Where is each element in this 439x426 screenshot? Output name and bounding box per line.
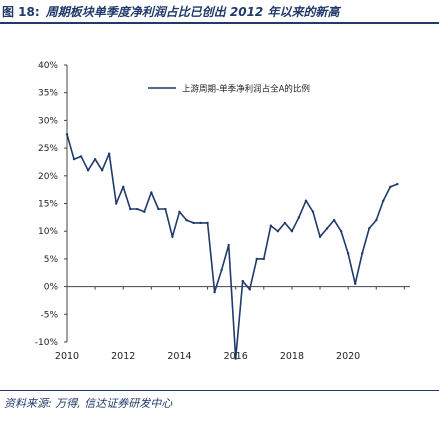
data-point: [100, 169, 104, 172]
y-tick-label: 10%: [38, 227, 58, 237]
source-note: 资料来源: 万得, 信达证券研发中心: [4, 397, 173, 410]
data-point: [136, 207, 139, 211]
figure-title-bar: 图 18: 周期板块单季度净利润占比已创出 2012 年以来的新高: [0, 0, 439, 24]
data-point: [129, 207, 132, 211]
data-point: [65, 133, 69, 136]
data-point: [255, 257, 258, 261]
y-tick-label: 5%: [44, 255, 59, 265]
data-point: [332, 218, 336, 222]
data-point: [346, 252, 350, 255]
data-point: [389, 185, 392, 189]
data-point: [269, 224, 273, 227]
data-point: [361, 252, 364, 255]
y-tick-label: 35%: [38, 89, 58, 99]
data-point: [220, 268, 223, 272]
y-tick-label: -10%: [35, 338, 59, 348]
data-point: [93, 157, 97, 161]
data-point: [157, 207, 160, 211]
y-axis: 40% 35% 30% 25% 20% 15% 10% 5% 0% -5% -10%: [35, 61, 68, 348]
series-group: [65, 133, 399, 360]
data-point: [368, 227, 371, 230]
data-point: [276, 230, 280, 233]
data-point: [248, 288, 251, 291]
data-point: [353, 282, 357, 286]
data-point: [192, 221, 195, 225]
data-point: [304, 199, 308, 202]
legend: 上游周期-单季净利润占全A的比例: [148, 84, 310, 95]
figure-number: 图 18:: [2, 4, 40, 19]
y-tick-label: -5%: [40, 310, 58, 320]
data-point: [325, 227, 329, 230]
data-point: [122, 185, 125, 189]
x-tick-label: 2014: [167, 351, 191, 362]
data-point: [382, 199, 385, 202]
source-bar: 资料来源: 万得, 信达证券研发中心: [0, 390, 439, 415]
y-tick-label: 0%: [44, 283, 59, 293]
x-tick-label: 2010: [55, 351, 79, 362]
data-point: [283, 221, 287, 225]
x-tick-label: 2012: [111, 351, 135, 362]
y-tick-label: 15%: [38, 200, 58, 210]
y-tick-label: 25%: [38, 144, 58, 154]
data-point: [318, 235, 322, 238]
data-point: [206, 221, 209, 225]
data-point: [375, 218, 378, 222]
data-point: [396, 182, 399, 186]
data-point: [311, 210, 315, 214]
data-point: [339, 230, 343, 233]
y-tick-label: 40%: [38, 61, 58, 71]
y-tick-label: 30%: [38, 116, 58, 126]
x-tick-label: 2020: [336, 351, 360, 362]
data-point: [241, 279, 244, 283]
data-point: [178, 210, 181, 214]
data-point: [234, 357, 237, 360]
data-point: [199, 221, 202, 225]
line-chart: 40% 35% 30% 25% 20% 15% 10% 5% 0% -5% -10% 2010 201…: [35, 61, 410, 362]
data-point: [185, 218, 188, 222]
y-tick-label: 20%: [38, 172, 58, 182]
data-point: [171, 235, 174, 238]
figure-title: 周期板块单季度净利润占比已创出 2012 年以来的新高: [45, 4, 340, 19]
data-point: [290, 230, 294, 233]
data-point: [115, 202, 118, 205]
data-point: [213, 290, 216, 294]
data-point: [79, 155, 83, 158]
data-point: [297, 216, 301, 219]
data-point: [227, 243, 230, 247]
data-point: [107, 152, 111, 155]
legend-label: 上游周期-单季净利润占全A的比例: [182, 84, 310, 95]
series-line: [66, 134, 398, 360]
x-tick-label: 2018: [280, 351, 304, 362]
data-point: [262, 257, 266, 261]
data-point: [143, 210, 146, 214]
data-point: [72, 157, 76, 161]
data-point: [164, 207, 167, 211]
data-point: [150, 191, 153, 194]
data-point: [86, 169, 90, 172]
